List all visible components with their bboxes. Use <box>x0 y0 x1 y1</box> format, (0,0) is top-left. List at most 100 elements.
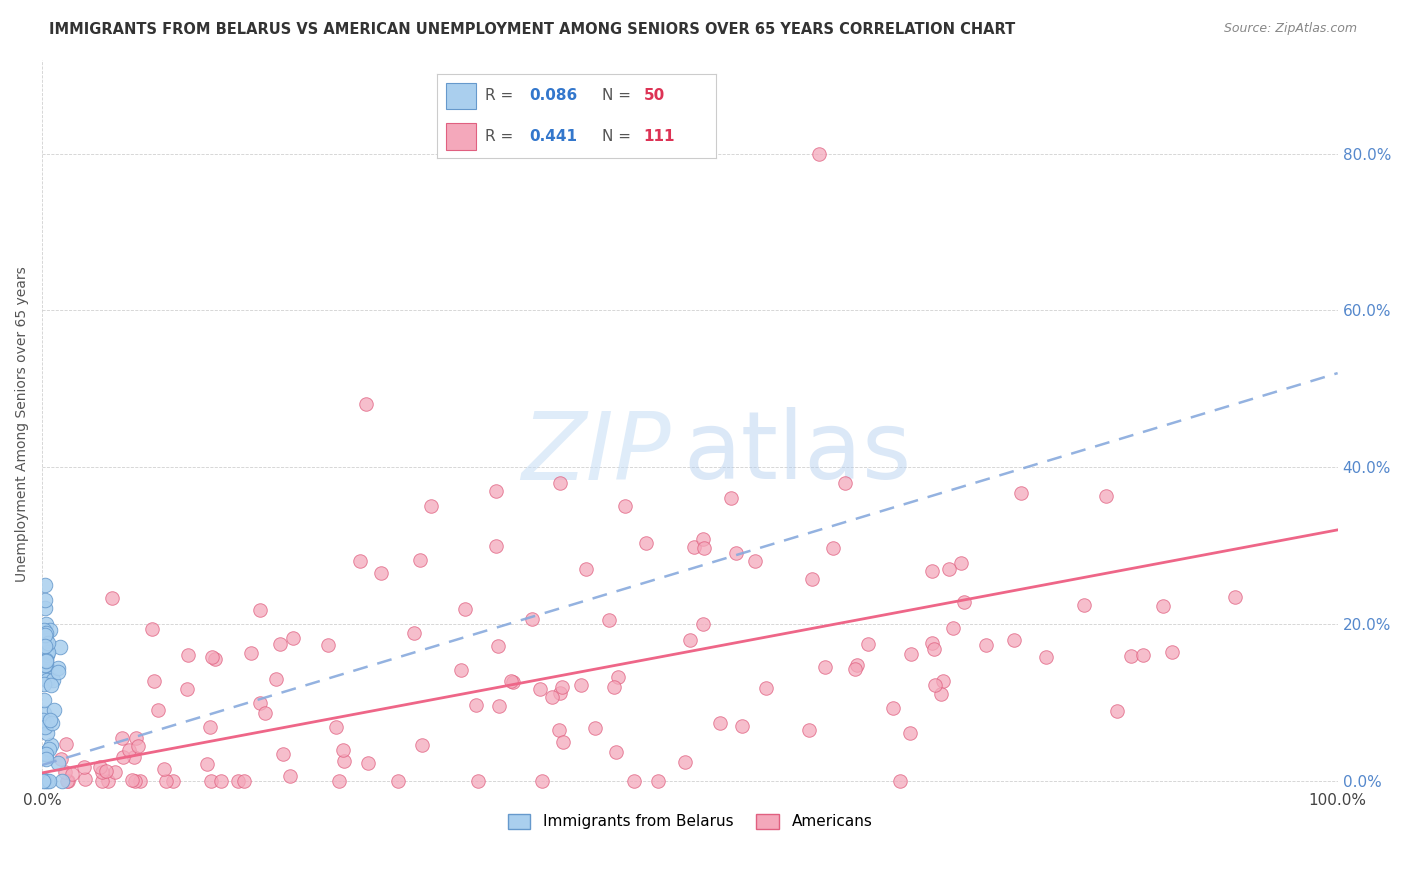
Point <box>146 703 169 717</box>
Point <box>249 603 271 617</box>
Text: ZIP: ZIP <box>520 408 671 499</box>
Point <box>1002 632 1025 647</box>
Point <box>73 772 96 786</box>
Point <box>898 725 921 739</box>
Point <box>575 562 598 576</box>
Point <box>679 632 702 647</box>
Point <box>141 622 163 636</box>
Point <box>1152 599 1174 614</box>
Point <box>46 661 69 675</box>
Point <box>675 755 697 769</box>
Point <box>823 541 845 556</box>
Point <box>486 639 509 653</box>
Point <box>1132 648 1154 663</box>
Point <box>419 500 441 514</box>
Point <box>34 720 56 734</box>
Point <box>35 673 58 687</box>
Point <box>950 556 973 570</box>
Point <box>484 539 506 553</box>
Point <box>1073 598 1095 612</box>
Point <box>349 554 371 568</box>
Point <box>683 541 706 555</box>
Y-axis label: Unemployment Among Seniors over 65 years: Unemployment Among Seniors over 65 years <box>15 266 30 582</box>
Point <box>201 650 224 665</box>
Point <box>1119 648 1142 663</box>
Point <box>731 719 754 733</box>
Point <box>35 773 58 788</box>
Point <box>249 696 271 710</box>
Point <box>623 773 645 788</box>
Point <box>450 663 472 677</box>
Point <box>155 773 177 788</box>
Point <box>529 682 551 697</box>
Point <box>35 747 58 762</box>
Point <box>929 687 952 701</box>
Point <box>42 703 65 717</box>
Point <box>104 765 127 780</box>
Point <box>1105 704 1128 718</box>
Point <box>112 750 135 764</box>
Point <box>270 637 292 651</box>
Point <box>540 690 562 705</box>
Point <box>32 773 55 788</box>
Point <box>1094 489 1116 503</box>
Point <box>195 756 218 771</box>
Point <box>31 672 53 686</box>
Point <box>124 773 146 788</box>
Point <box>94 764 117 779</box>
Point <box>55 737 77 751</box>
Point <box>938 562 960 576</box>
Point <box>550 475 572 490</box>
Point <box>1223 590 1246 604</box>
Point <box>48 640 70 655</box>
Point <box>35 626 58 640</box>
Point <box>111 731 134 746</box>
Point <box>32 706 55 720</box>
Point <box>34 627 56 641</box>
Point <box>34 693 56 707</box>
Point <box>35 653 58 667</box>
Point <box>370 566 392 580</box>
Point <box>332 743 354 757</box>
Point <box>283 631 305 645</box>
Point <box>354 397 377 411</box>
Point <box>200 773 222 788</box>
Point <box>271 747 294 761</box>
Point <box>924 678 946 692</box>
Point <box>569 678 592 692</box>
Point <box>153 762 176 776</box>
Point <box>90 765 112 780</box>
Point <box>720 491 742 505</box>
Point <box>127 739 149 754</box>
Point <box>467 773 489 788</box>
Point <box>46 665 69 680</box>
Point <box>900 647 922 661</box>
Point <box>49 752 72 766</box>
Point <box>31 747 53 761</box>
Point <box>90 773 112 788</box>
Point <box>1161 645 1184 659</box>
Point <box>520 612 543 626</box>
Point <box>37 645 59 659</box>
Point <box>692 532 714 546</box>
Point <box>211 773 233 788</box>
Point <box>58 773 80 788</box>
Point <box>42 673 65 688</box>
Point <box>34 773 56 788</box>
Point <box>548 686 571 700</box>
Point <box>280 769 302 783</box>
Point <box>548 723 571 737</box>
Point <box>118 742 141 756</box>
Point <box>34 601 56 615</box>
Point <box>465 698 488 712</box>
Point <box>953 594 976 608</box>
Point <box>356 756 378 770</box>
Point <box>800 572 823 586</box>
Point <box>38 623 60 637</box>
Point <box>647 773 669 788</box>
Point <box>101 591 124 606</box>
Point <box>614 500 637 514</box>
Point <box>56 773 79 788</box>
Point <box>530 773 553 788</box>
Point <box>333 754 356 768</box>
